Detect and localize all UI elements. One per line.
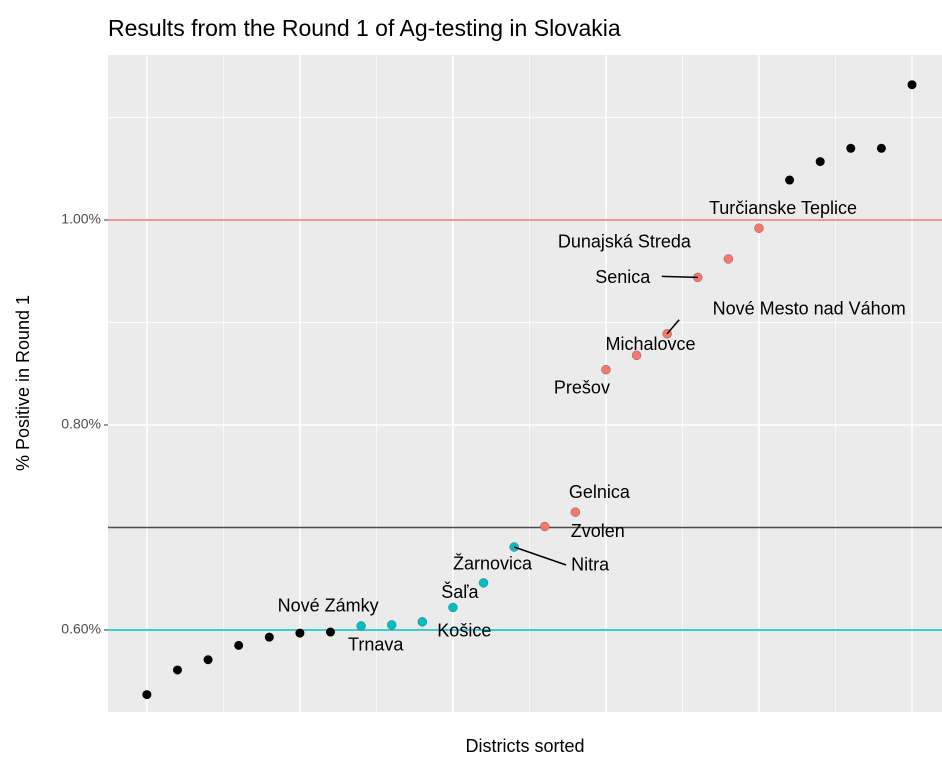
point-label: Senica: [595, 267, 651, 287]
data-point: [815, 157, 825, 167]
y-tick-label: 0.60%: [61, 621, 101, 637]
plot-panel: [108, 55, 942, 712]
data-point: [723, 254, 734, 264]
data-point: [846, 143, 856, 153]
data-point: [785, 175, 795, 185]
data-point: [417, 617, 428, 627]
data-point: [326, 627, 336, 637]
data-point: [234, 640, 244, 650]
data-point: [540, 521, 550, 532]
label-leader: [666, 319, 680, 335]
label-leader: [513, 546, 567, 566]
data-point: [754, 223, 764, 233]
y-tick-label: 0.80%: [61, 416, 101, 432]
point-label: Prešov: [554, 377, 610, 397]
point-label: Michalovce: [606, 334, 696, 354]
point-label: Nové Mesto nad Váhom: [713, 299, 906, 319]
point-label: Košice: [437, 621, 491, 641]
point-label: Turčianske Teplice: [709, 198, 857, 218]
point-label: Nitra: [571, 555, 610, 575]
point-label: Trnava: [348, 635, 404, 655]
x-axis-label: Districts sorted: [465, 736, 584, 756]
chart-title: Results from the Round 1 of Ag-testing i…: [108, 15, 621, 41]
data-point: [142, 690, 152, 700]
point-label: Zvolen: [571, 521, 625, 541]
y-tick-label: 1.00%: [61, 211, 101, 227]
data-point: [601, 364, 611, 375]
data-point: [876, 143, 886, 153]
data-point: [448, 602, 458, 613]
point-label: Žarnovica: [453, 554, 533, 574]
data-point: [203, 655, 213, 665]
y-axis-label: % Positive in Round 1: [13, 295, 33, 471]
label-leader: [661, 275, 698, 279]
data-point: [570, 507, 581, 517]
data-point: [295, 628, 305, 638]
data-point: [907, 80, 917, 90]
data-point: [356, 621, 366, 631]
data-point: [172, 665, 182, 675]
point-label: Šaľa: [441, 581, 479, 602]
data-point: [478, 578, 489, 588]
data-point: [264, 632, 274, 642]
data-point: [631, 350, 642, 361]
point-label: Gelnica: [569, 482, 631, 502]
point-label: Dunajská Streda: [558, 232, 692, 252]
point-label: Nové Zámky: [278, 596, 379, 616]
data-point: [387, 620, 397, 630]
